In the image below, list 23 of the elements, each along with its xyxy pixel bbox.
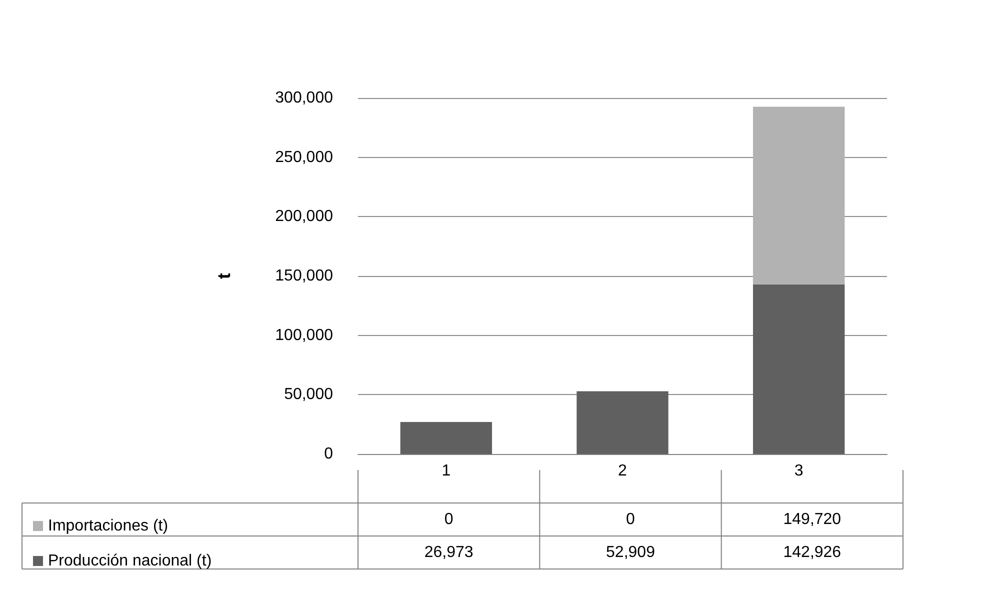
x-tick-label: 2	[618, 462, 628, 480]
y-tick-label: 250,000	[275, 148, 334, 166]
y-tick-label: 300,000	[275, 90, 334, 106]
data-label: 0	[444, 511, 454, 528]
bar	[752, 284, 845, 454]
bar	[400, 422, 492, 454]
x-tick-label: 1	[442, 462, 451, 480]
data-label: 149,720	[783, 511, 842, 528]
data-label: 52,909	[606, 544, 656, 561]
y-tick-label: 0	[324, 446, 334, 462]
data-label: 26,973	[424, 544, 474, 561]
bar	[752, 106, 845, 284]
legend-label: Importaciones (t)	[48, 518, 168, 534]
bar	[576, 391, 668, 454]
y-axis-title: t	[214, 273, 234, 279]
y-tick-label: 200,000	[275, 208, 334, 226]
y-tick-label: 50,000	[284, 386, 334, 404]
x-tick-label: 3	[794, 462, 804, 480]
data-label: 0	[626, 511, 636, 528]
y-tick-label: 100,000	[275, 326, 334, 344]
legend-label: Producción nacional (t)	[48, 552, 212, 570]
y-tick-label: 150,000	[275, 268, 334, 284]
data-label: 142,926	[783, 544, 842, 561]
